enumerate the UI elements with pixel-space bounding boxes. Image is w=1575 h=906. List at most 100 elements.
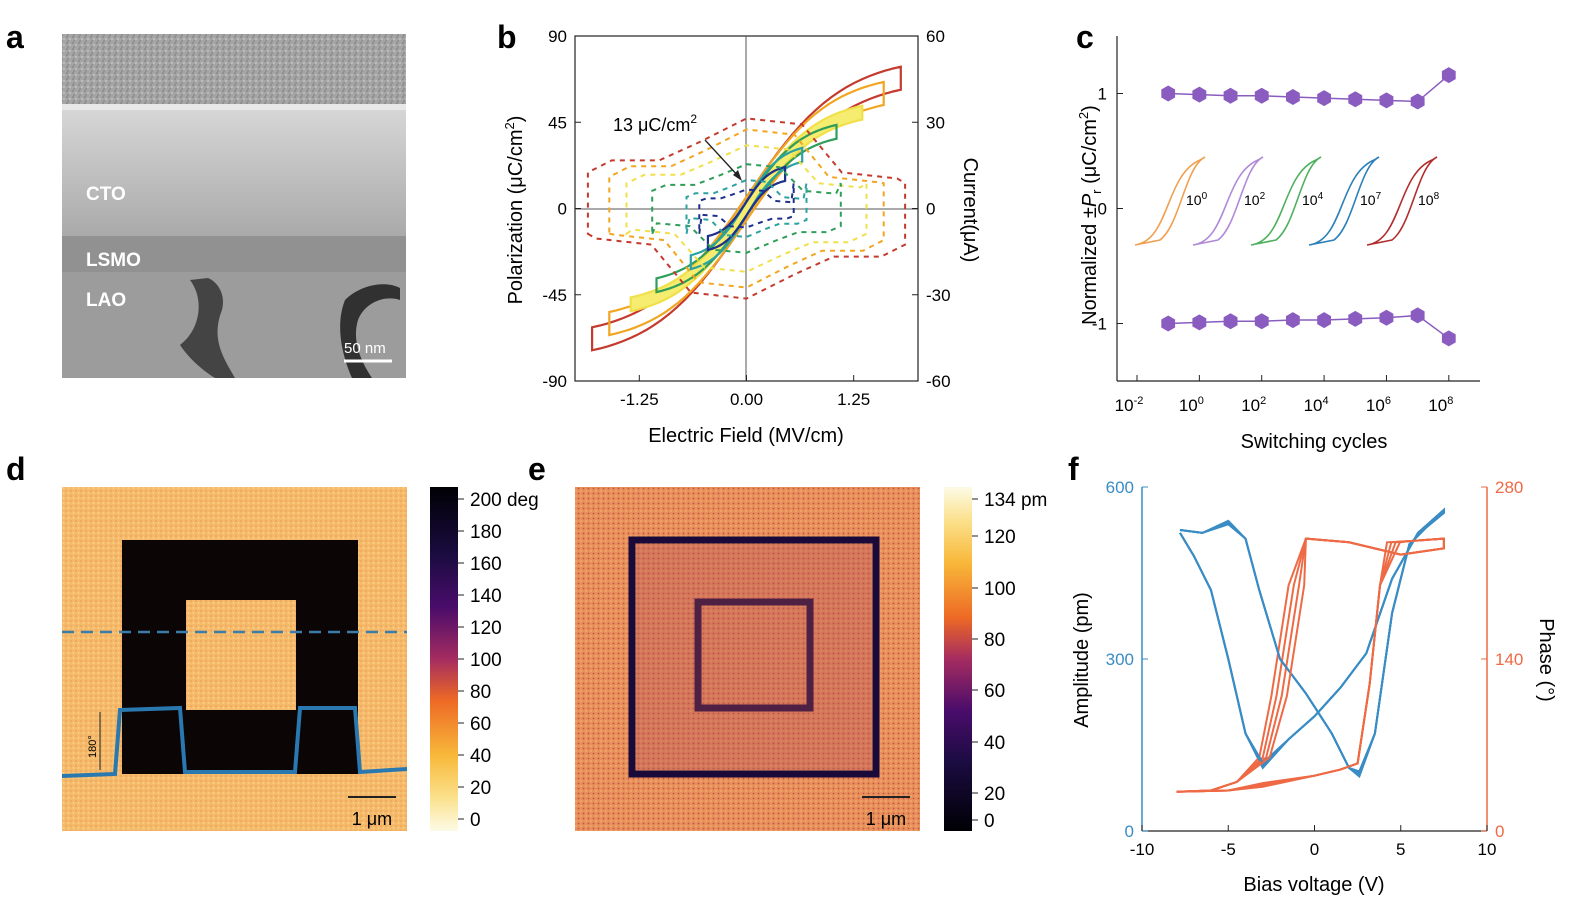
y-tick-label: 90 [548, 27, 567, 46]
x-tick-label: 100 [1179, 395, 1204, 415]
layer-label-cto: CTO [86, 184, 126, 205]
inset-loop [1366, 156, 1438, 246]
tem-cto-layer [62, 110, 406, 238]
colorbar-tick-label: 80 [470, 682, 491, 703]
colorbar-ticks-e: 134 pm 120 100 80 60 40 20 0 [972, 490, 1047, 832]
x-tick-label: 106 [1366, 395, 1391, 415]
inset-label: 104 [1302, 191, 1324, 208]
pr-series [1161, 67, 1456, 347]
panel-letter-e: e [528, 451, 546, 487]
phase-loop [1176, 537, 1445, 793]
layer-label-lsmo: LSMO [86, 250, 141, 271]
current-loop [651, 163, 842, 254]
annotation-13uc: 13 μC/cm2 [613, 112, 697, 135]
current-loop [625, 144, 868, 273]
y-axis-label-b: Polarization (μC/cm2) [502, 116, 527, 305]
x-tick-label: 102 [1241, 395, 1266, 415]
colorbar-tick-label: 180 [470, 522, 502, 543]
y2-tick-label: 60 [926, 27, 945, 46]
colorbar-tick-label: 20 [470, 778, 491, 799]
colorbar-tick-label: 40 [984, 733, 1005, 754]
x-tick-label: 0.00 [730, 390, 763, 409]
x-tick-label: 0 [1310, 840, 1319, 859]
y2-tick-label: 0 [1495, 822, 1504, 841]
y2-tick-label: 0 [926, 200, 935, 219]
y2-ticks-f: 280 140 0 [1481, 478, 1523, 841]
hexagon-marker [1441, 67, 1456, 84]
hexagon-marker [1410, 307, 1425, 324]
amplitude-loop [1179, 507, 1445, 773]
y-axis-label-f: Amplitude (pm) [1071, 592, 1093, 728]
colorbar-tick-label: 60 [470, 714, 491, 735]
panel-letter-b: b [497, 19, 517, 55]
x-tick-label: 1.25 [837, 390, 870, 409]
y-tick-label: 1 [1098, 85, 1107, 104]
x-tick-label: 108 [1428, 395, 1453, 415]
panel-letter-c: c [1076, 19, 1094, 55]
hexagon-marker [1286, 312, 1300, 329]
colorbar-tick-label: 80 [984, 630, 1005, 651]
y2-tick-label: 30 [926, 113, 945, 132]
phase-loop [1176, 537, 1445, 793]
panel-e: e 1 μm 134 pm 120 100 80 60 40 20 0 [528, 451, 1047, 832]
colorbar-e [944, 487, 972, 831]
panel-d: d 180° 1 μm 200 deg 180 160 140 120 100 80 60 40… [6, 451, 539, 831]
x-tick-label: -1.25 [620, 390, 659, 409]
colorbar-tick-label: 120 [984, 527, 1016, 548]
hexagon-marker [1317, 90, 1331, 107]
layer-label-lao: LAO [86, 290, 126, 311]
y-tick-label: 0 [1125, 822, 1134, 841]
hexagon-marker [1223, 313, 1238, 330]
y2-axis-label-f: Phase (°) [1535, 618, 1557, 702]
polarization-loop [706, 165, 787, 252]
hexagon-marker [1254, 87, 1269, 104]
inset-loop [1250, 156, 1322, 246]
tem-dislocation [180, 278, 235, 378]
series-line [1168, 314, 1450, 340]
panel-c: c 100 102 104 107 108 10-1 10-2 100 102 104 106 1… [1076, 19, 1480, 453]
y-tick-label: -45 [542, 286, 567, 305]
y-axis-label-c: Normalized ±Pr (μC/cm2) [1076, 105, 1104, 325]
hysteresis-loops [591, 65, 902, 352]
panel-letter-f: f [1068, 451, 1079, 487]
y2-ticks-b: 60 30 0 -30 -60 [912, 27, 951, 391]
polarization-loop [689, 146, 804, 271]
tem-interface [62, 104, 406, 110]
x-axis-label-f: Bias voltage (V) [1243, 874, 1384, 896]
colorbar-tick-label: 40 [470, 746, 491, 767]
series-line [1168, 74, 1450, 103]
hexagon-marker [1348, 310, 1363, 327]
x-tick-label: -5 [1221, 840, 1236, 859]
current-loop [608, 128, 885, 289]
x-ticks-c: 10-2 100 102 104 106 108 [1115, 375, 1453, 415]
x-ticks-b: -1.25 0.00 1.25 [620, 375, 870, 409]
y2-tick-label: -30 [926, 286, 951, 305]
panel-a: a CTO LSMO LAO 50 nm [6, 19, 406, 378]
inset-label: 108 [1418, 191, 1440, 208]
colorbar-tick-label: 0 [470, 810, 481, 831]
y2-tick-label: 140 [1495, 650, 1523, 669]
current-loop [698, 183, 795, 234]
x-axis-label-c: Switching cycles [1241, 431, 1388, 453]
current-loop [685, 178, 808, 239]
hexagon-marker [1161, 315, 1176, 332]
colorbar-tick-label: 120 [470, 618, 502, 639]
panel-letter-d: d [6, 451, 26, 487]
x-ticks-f: -10 -5 0 5 10 [1130, 825, 1497, 859]
colorbar-tick-label: 100 [984, 579, 1016, 600]
phase-loop [1176, 537, 1445, 793]
x-tick-label: 10 [1478, 840, 1497, 859]
amplitude-loop [1179, 507, 1445, 777]
x-tick-label: -10 [1130, 840, 1155, 859]
arrow-head [733, 170, 742, 181]
phase-inner-square [186, 600, 296, 710]
inset-label: 100 [1186, 191, 1208, 208]
inset-loop [1192, 156, 1264, 246]
colorbar-tick-label: 140 [470, 586, 502, 607]
y-ticks-c: 1 0 -1 [1092, 85, 1123, 334]
x-tick-label: 5 [1396, 840, 1405, 859]
panel-letter-a: a [6, 19, 24, 55]
x-tick-label: 104 [1304, 395, 1329, 415]
colorbar-d [430, 487, 458, 831]
y-tick-label: 0 [558, 200, 567, 219]
